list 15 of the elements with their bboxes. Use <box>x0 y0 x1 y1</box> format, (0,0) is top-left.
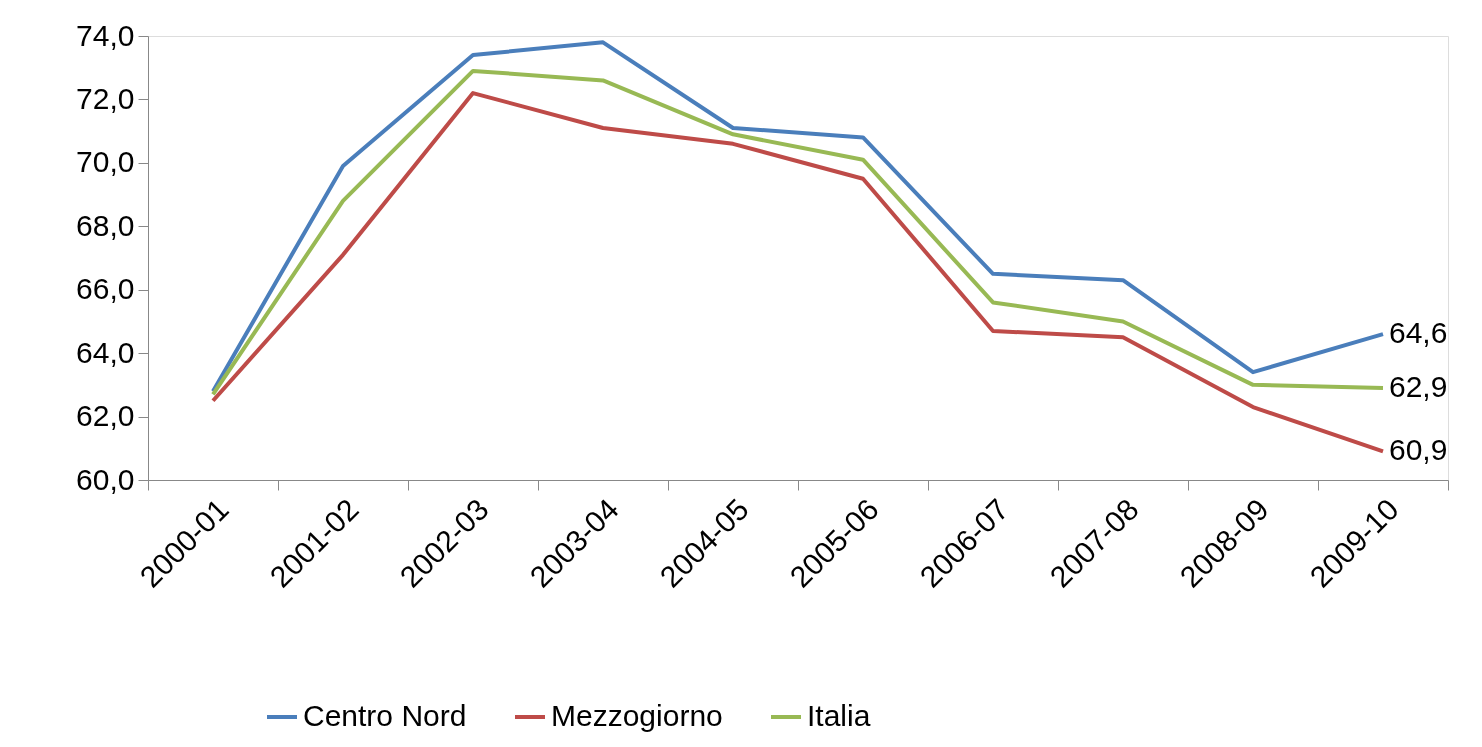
legend-label: Mezzogiorno <box>551 699 723 732</box>
y-tick-label: 62,0 <box>76 399 135 433</box>
y-tick-label: 60,0 <box>76 462 135 496</box>
y-tick-label: 66,0 <box>76 272 135 306</box>
y-tick-label: 64,0 <box>76 335 135 369</box>
y-tick-label: 68,0 <box>76 208 135 242</box>
y-tick-label: 74,0 <box>76 18 135 52</box>
legend-label: Centro Nord <box>303 699 467 732</box>
data-label: 62,9 <box>1389 370 1448 404</box>
legend-label: Italia <box>807 699 871 732</box>
y-tick-label: 72,0 <box>76 81 135 115</box>
y-tick-label: 70,0 <box>76 145 135 179</box>
data-label: 60,9 <box>1389 433 1448 467</box>
line-series <box>211 91 1385 454</box>
data-label: 64,6 <box>1389 316 1448 350</box>
